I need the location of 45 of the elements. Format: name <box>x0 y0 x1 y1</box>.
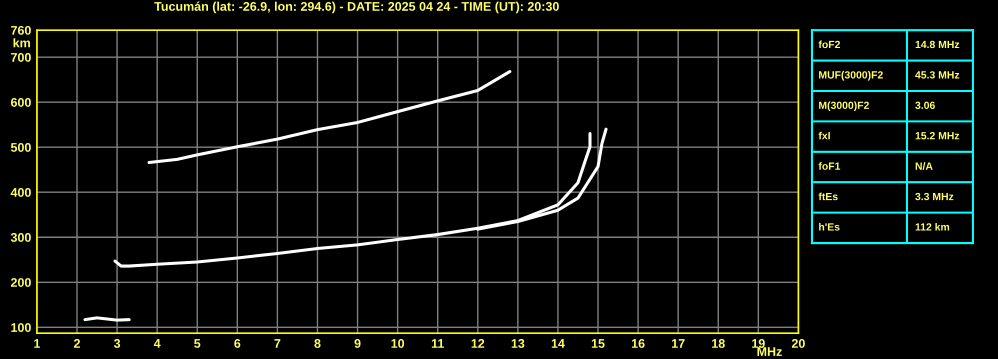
y-tick-label: 100 <box>11 323 31 332</box>
x-tick-label: 4 <box>154 339 161 348</box>
text: fxI <box>818 132 830 140</box>
y-tick-label: 200 <box>10 278 31 287</box>
x-tick-label: 14 <box>552 339 565 348</box>
text: 15.2 MHz <box>916 132 960 140</box>
x-tick-label: 8 <box>314 339 321 348</box>
y-tick-label: 600 <box>10 98 31 107</box>
text: M(3000)F2 <box>819 101 869 112</box>
x-tick-label: 11 <box>432 339 444 348</box>
x-tick-label: 17 <box>672 339 685 348</box>
x-tick-label: 19 <box>752 339 765 348</box>
text: N/A <box>916 162 933 170</box>
x-tick-label: 15 <box>592 339 605 348</box>
x-axis-title: MHz <box>757 347 782 356</box>
y-tick-label: 700 <box>11 52 31 62</box>
x-tick-label: 6 <box>234 339 240 348</box>
text: 3.3 MHz <box>915 192 954 200</box>
text: foF2 <box>818 40 840 48</box>
y-tick-label: 300 <box>10 233 31 242</box>
x-tick-label: 3 <box>114 339 120 348</box>
text: h'Es <box>819 222 840 231</box>
text: foF1 <box>818 162 840 170</box>
chart-title: Tucumán (lat: -26.9, lon: 294.6) - DATE: 2025 04 24 - TIME (UT): 20:30 <box>154 2 559 14</box>
text: ftEs <box>818 192 838 200</box>
text: 14.8 MHz <box>916 40 960 48</box>
x-tick-label: 16 <box>632 339 645 348</box>
x-tick-label: 12 <box>472 339 484 348</box>
text: 45.3 MHz <box>915 71 960 79</box>
text: 3.06 <box>915 102 935 109</box>
y-axis-title: km <box>14 38 30 48</box>
text: MUF(3000)F2 <box>819 70 883 81</box>
text: 112 km <box>916 222 950 231</box>
x-tick-label: 20 <box>792 339 805 348</box>
y-tick-label: 400 <box>10 188 31 197</box>
x-tick-label: 5 <box>194 339 200 348</box>
y-tick-label: 760 <box>11 26 31 35</box>
x-tick-label: 1 <box>34 339 40 348</box>
x-tick-label: 2 <box>74 339 80 348</box>
x-tick-label: 18 <box>712 339 725 348</box>
x-tick-label: 10 <box>391 339 404 348</box>
x-tick-label: 9 <box>354 339 361 348</box>
x-tick-label: 13 <box>512 339 524 348</box>
x-tick-label: 7 <box>274 339 280 348</box>
y-tick-label: 500 <box>10 143 31 152</box>
